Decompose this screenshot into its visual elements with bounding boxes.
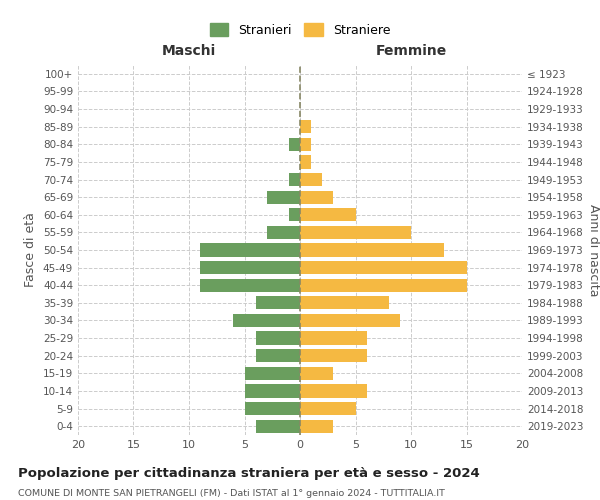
Bar xyxy=(266,226,300,239)
Bar xyxy=(300,296,389,310)
Text: Popolazione per cittadinanza straniera per età e sesso - 2024: Popolazione per cittadinanza straniera p… xyxy=(18,468,480,480)
Bar xyxy=(300,314,400,327)
Text: Maschi: Maschi xyxy=(162,44,216,58)
Bar xyxy=(200,278,300,292)
Legend: Stranieri, Straniere: Stranieri, Straniere xyxy=(206,20,394,40)
Text: Femmine: Femmine xyxy=(376,44,446,58)
Bar xyxy=(289,208,300,222)
Bar xyxy=(289,173,300,186)
Bar xyxy=(200,244,300,256)
Bar xyxy=(300,349,367,362)
Bar xyxy=(289,138,300,151)
Bar xyxy=(245,384,300,398)
Bar xyxy=(300,226,411,239)
Bar xyxy=(300,332,367,344)
Bar xyxy=(256,420,300,433)
Bar xyxy=(200,261,300,274)
Bar xyxy=(233,314,300,327)
Bar xyxy=(256,332,300,344)
Bar xyxy=(300,420,334,433)
Y-axis label: Anni di nascita: Anni di nascita xyxy=(587,204,600,296)
Bar xyxy=(300,244,444,256)
Bar xyxy=(245,402,300,415)
Bar xyxy=(300,190,334,204)
Bar xyxy=(300,366,334,380)
Bar xyxy=(300,278,467,292)
Y-axis label: Fasce di età: Fasce di età xyxy=(25,212,37,288)
Bar xyxy=(300,173,322,186)
Bar xyxy=(300,208,355,222)
Text: COMUNE DI MONTE SAN PIETRANGELI (FM) - Dati ISTAT al 1° gennaio 2024 - TUTTITALI: COMUNE DI MONTE SAN PIETRANGELI (FM) - D… xyxy=(18,489,445,498)
Bar xyxy=(300,156,311,168)
Bar xyxy=(300,384,367,398)
Bar xyxy=(256,296,300,310)
Bar xyxy=(245,366,300,380)
Bar xyxy=(266,190,300,204)
Bar xyxy=(256,349,300,362)
Bar xyxy=(300,402,355,415)
Bar xyxy=(300,261,467,274)
Bar xyxy=(300,138,311,151)
Bar xyxy=(300,120,311,134)
